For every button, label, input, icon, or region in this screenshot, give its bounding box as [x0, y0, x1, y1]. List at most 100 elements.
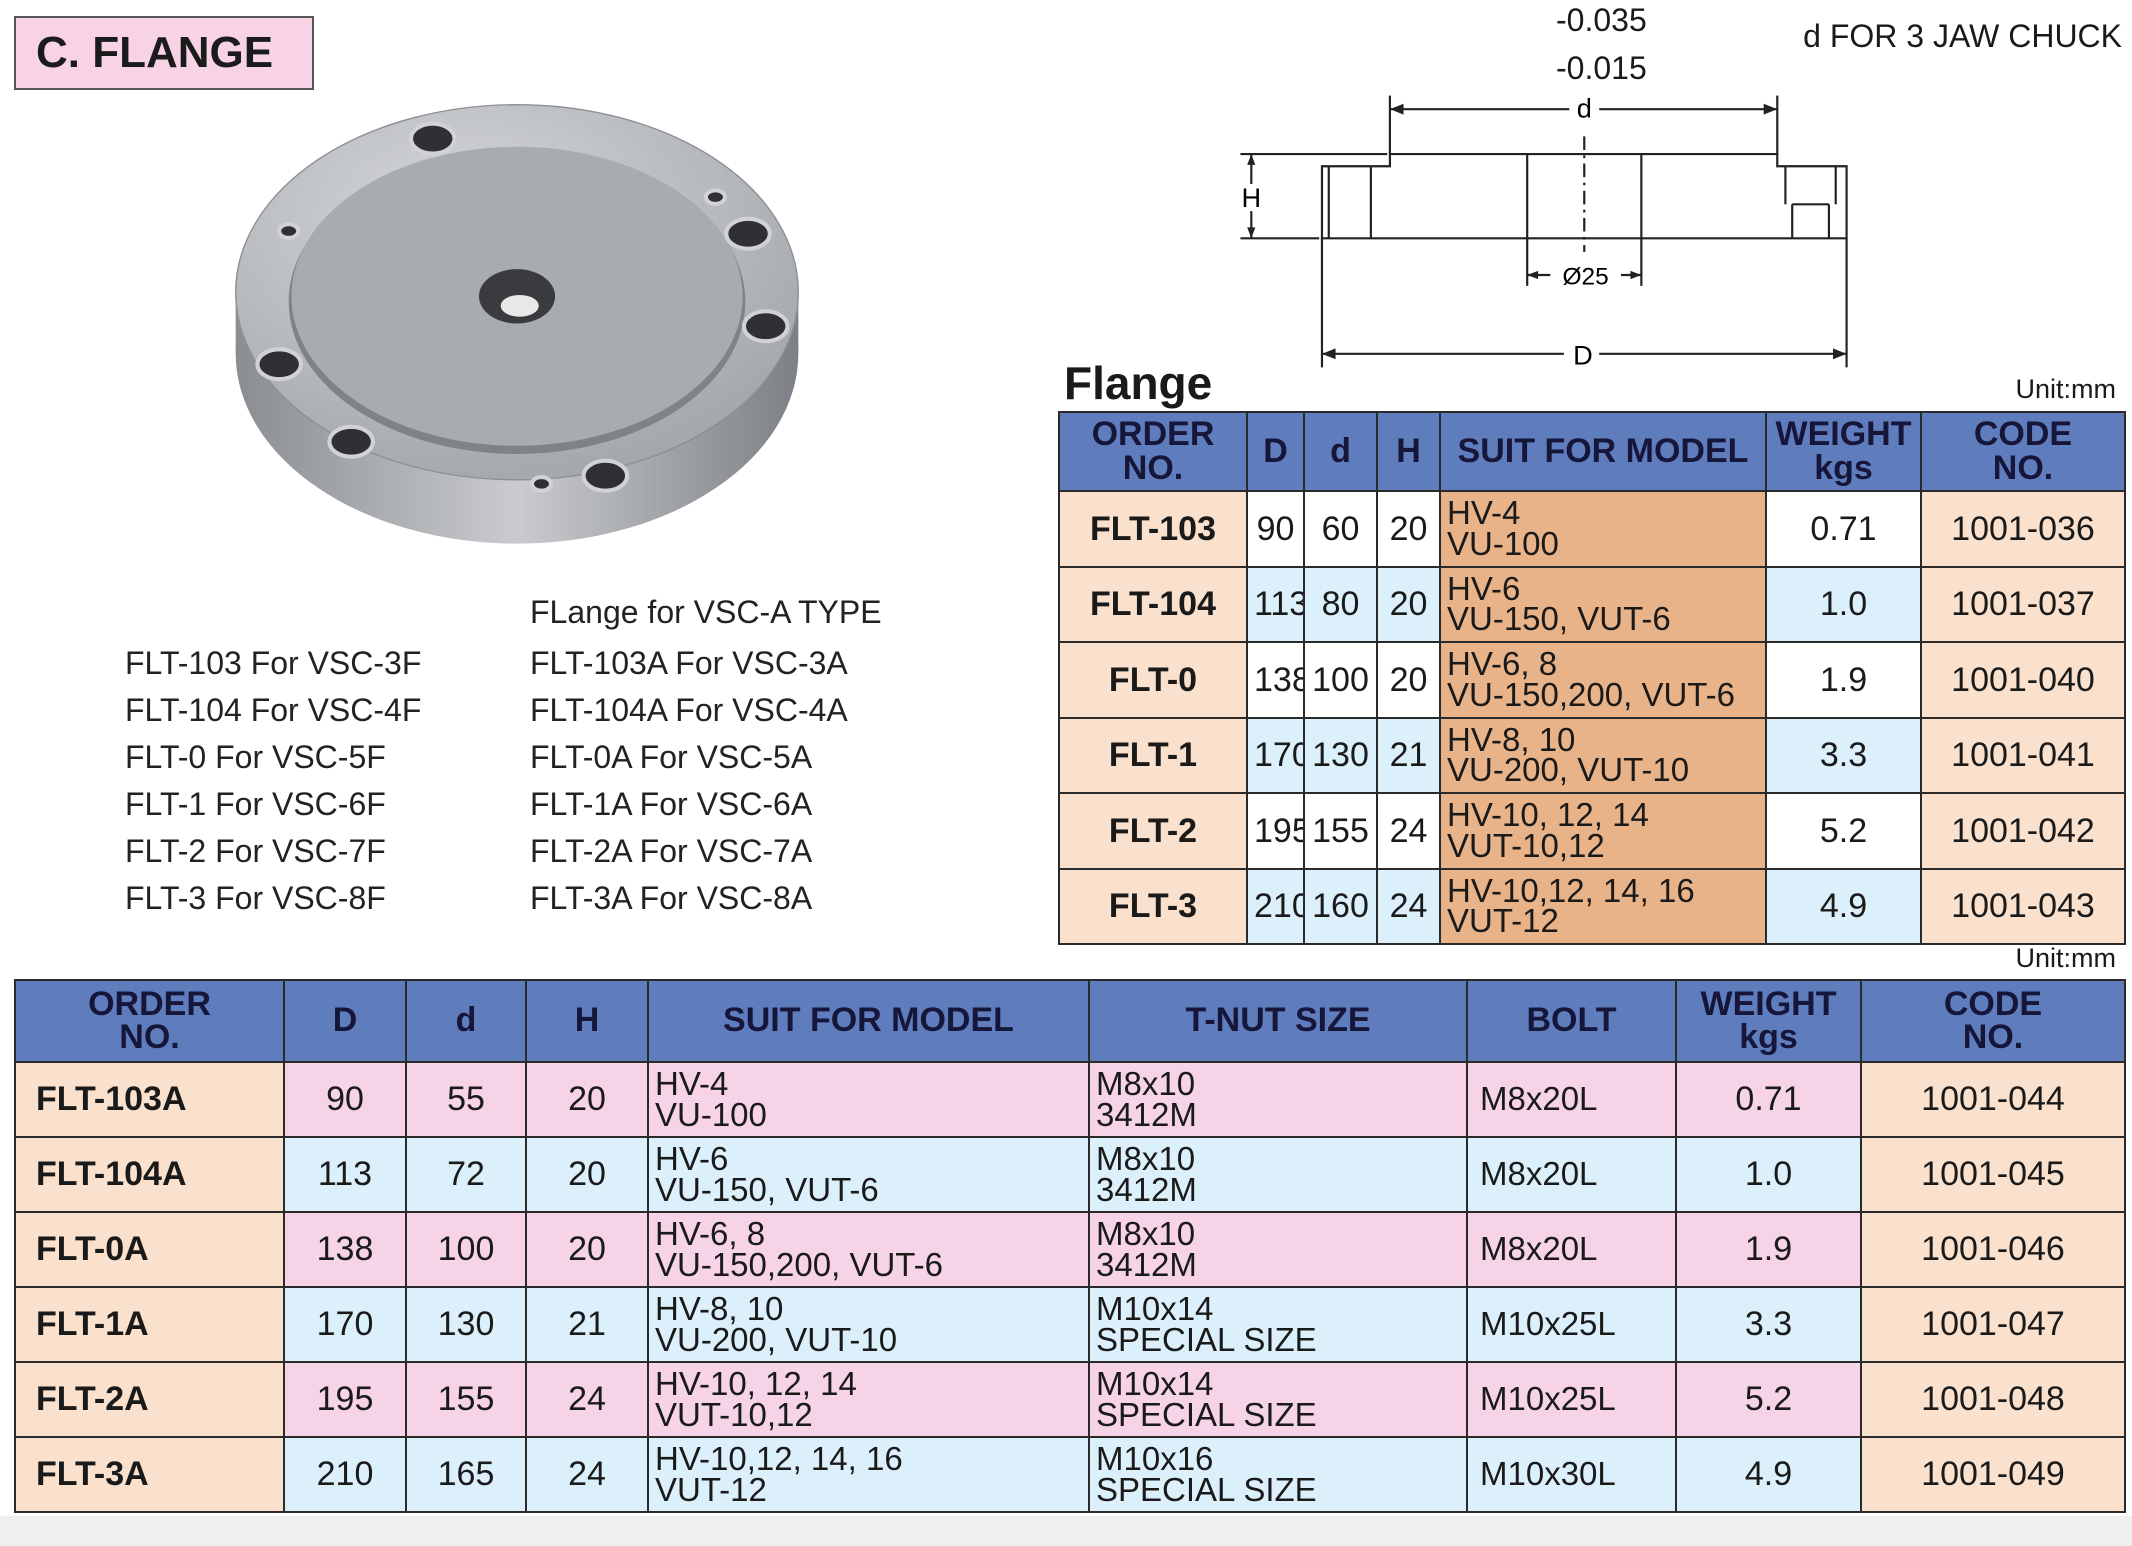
cell: 155: [405, 1361, 527, 1438]
cell: 1.0: [1765, 565, 1922, 643]
dim-label: Ø25: [1563, 264, 1609, 291]
row: FLT-321016024HV-10,12, 14, 16 VUT-124.91…: [1058, 867, 2126, 945]
row: FLT-103A 90 55 20 HV-4 VU-100 M8x10 3412M M8x2…: [14, 1061, 2126, 1138]
cell: 138: [283, 1211, 407, 1288]
list-item: FLT-2 For VSC-7F: [125, 833, 386, 869]
cell: 60: [1303, 490, 1378, 568]
header-cell: d: [1303, 411, 1378, 492]
row: FLT-117013021HV-8, 10 VU-200, VUT-103.31…: [1058, 716, 2126, 794]
cell: FLT-104: [1058, 565, 1248, 643]
tolerance: -0.035: [1556, 2, 1647, 38]
row: FLT-3A 210 165 24 HV-10,12, 14, 16 VUT-12 M10…: [14, 1436, 2126, 1513]
cell: 24: [1376, 867, 1441, 945]
header-cell: SUIT FOR MODEL: [647, 979, 1090, 1063]
cell: HV-10, 12, 14 VUT-10,12: [647, 1361, 1090, 1438]
list-item: FLT-0A For VSC-5A: [530, 739, 813, 775]
cell: 4.9: [1675, 1436, 1862, 1513]
list-item: FLT-3A For VSC-8A: [530, 880, 813, 916]
cell: M10x14 SPECIAL SIZE: [1088, 1361, 1468, 1438]
list-item: FLT-1 For VSC-6F: [125, 786, 386, 822]
list-item: FLT-104A For VSC-4A: [530, 692, 848, 728]
header-cell: CODE NO.: [1920, 411, 2126, 492]
cell: 1001-046: [1860, 1211, 2126, 1288]
cell: 1001-042: [1920, 792, 2126, 870]
cell: FLT-3A: [14, 1436, 285, 1513]
row: FLT-2A 195 155 24 HV-10, 12, 14 VUT-10,12 M10…: [14, 1361, 2126, 1438]
cell: HV-8, 10 VU-200, VUT-10: [1439, 716, 1767, 794]
cell: M8x10 3412M: [1088, 1136, 1468, 1213]
row: FLT-1A 170 130 21 HV-8, 10 VU-200, VUT-10 M10…: [14, 1286, 2126, 1363]
cell: 21: [1376, 716, 1441, 794]
header-cell: d: [405, 979, 527, 1063]
cell: HV-6, 8 VU-150,200, VUT-6: [647, 1211, 1090, 1288]
header-cell: D: [1246, 411, 1305, 492]
cell: HV-6, 8 VU-150,200, VUT-6: [1439, 641, 1767, 719]
cell: 130: [405, 1286, 527, 1363]
cell: 24: [525, 1436, 649, 1513]
cell: HV-10,12, 14, 16 VUT-12: [1439, 867, 1767, 945]
cell: M8x10 3412M: [1088, 1211, 1468, 1288]
header-cell: WEIGHT kgs: [1675, 979, 1862, 1063]
cell: HV-6 VU-150, VUT-6: [647, 1136, 1090, 1213]
cell: 5.2: [1765, 792, 1922, 870]
cell: 1001-048: [1860, 1361, 2126, 1438]
cell: 20: [525, 1061, 649, 1138]
cell: 195: [283, 1361, 407, 1438]
list-item: FLT-103A For VSC-3A: [530, 645, 848, 681]
dim-label: H: [1241, 182, 1261, 213]
cell: 160: [1303, 867, 1378, 945]
cell: FLT-0: [1058, 641, 1248, 719]
drawing-note: d FOR 3 JAW CHUCK: [1803, 18, 2122, 54]
cell: HV-4 VU-100: [647, 1061, 1090, 1138]
header-cell: SUIT FOR MODEL: [1439, 411, 1767, 492]
cell: 55: [405, 1061, 527, 1138]
cell: 21: [525, 1286, 649, 1363]
cell: 130: [1303, 716, 1378, 794]
product-photo: [234, 103, 800, 544]
list-item: FLT-0 For VSC-5F: [125, 739, 386, 775]
cell: FLT-103: [1058, 490, 1248, 568]
cell: 100: [1303, 641, 1378, 719]
header-cell: ORDER NO.: [1058, 411, 1248, 492]
cell: 3.3: [1765, 716, 1922, 794]
row: FLT-0A 138 100 20 HV-6, 8 VU-150,200, VUT-6 M…: [14, 1211, 2126, 1288]
cell: FLT-0A: [14, 1211, 285, 1288]
list-item: FLT-2A For VSC-7A: [530, 833, 813, 869]
cell: 3.3: [1675, 1286, 1862, 1363]
section-title: C. FLANGE: [14, 16, 314, 90]
cell: 20: [1376, 565, 1441, 643]
row: FLT-219515524HV-10, 12, 14 VUT-10,125.21…: [1058, 792, 2126, 870]
cell: 1.9: [1765, 641, 1922, 719]
header-cell: D: [283, 979, 407, 1063]
cell: 1001-047: [1860, 1286, 2126, 1363]
cell: FLT-2: [1058, 792, 1248, 870]
list-item: FLT-104 For VSC-4F: [125, 692, 422, 728]
cell: 20: [525, 1136, 649, 1213]
unit-label: Unit:mm: [2015, 943, 2117, 973]
cell: HV-6 VU-150, VUT-6: [1439, 565, 1767, 643]
cell: FLT-1: [1058, 716, 1248, 794]
cell: M8x20L: [1466, 1136, 1677, 1213]
table-title: Flange: [1064, 357, 1213, 409]
cell: 1001-036: [1920, 490, 2126, 568]
header-cell: H: [525, 979, 649, 1063]
cell: FLT-3: [1058, 867, 1248, 945]
cell: 1001-045: [1860, 1136, 2126, 1213]
cell: 138: [1246, 641, 1305, 719]
cell: 165: [405, 1436, 527, 1513]
cell: 20: [1376, 641, 1441, 719]
list-item: FLT-3 For VSC-8F: [125, 880, 386, 916]
row: FLT-103 90 60 20 HV-4 VU-100 0.71 1001-036: [1058, 490, 2126, 568]
cell: 20: [525, 1211, 649, 1288]
technical-drawing: d D Ø25 H: [1237, 92, 1848, 371]
tolerance: -0.015: [1556, 50, 1647, 86]
list-item: FLT-1A For VSC-6A: [530, 786, 813, 822]
cell: HV-8, 10 VU-200, VUT-10: [647, 1286, 1090, 1363]
cell: 1.0: [1675, 1136, 1862, 1213]
cell: 20: [1376, 490, 1441, 568]
